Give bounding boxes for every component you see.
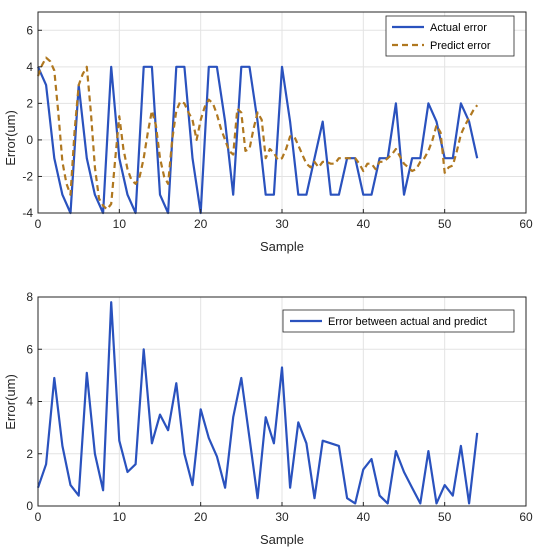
bottom-chart-xtick-label: 40 [357,510,371,524]
top-chart-xtick-label: 20 [194,217,208,231]
top-chart-xlabel: Sample [260,239,304,254]
bottom-chart-series [36,301,479,505]
bottom-chart-legend: Error between actual and predict [282,309,515,333]
bottom-chart-legend-box [282,309,515,333]
bottom-chart-grid [38,297,526,506]
top-chart-xtick-label: 50 [438,217,452,231]
bottom-chart-xlabel: Sample [260,532,304,547]
bottom-chart-ytick-label: 6 [26,342,33,356]
top-chart-xtick-label: 30 [275,217,289,231]
bottom-chart-ytick-label: 4 [26,395,33,409]
top-chart-legend-box [385,15,515,57]
top-chart-xtick-label: 10 [113,217,127,231]
top-chart-xtick-label: 60 [519,217,533,231]
bottom-chart-ylabel: Error(um) [3,374,18,430]
bottom-chart-xtick-label: 0 [35,510,42,524]
top-chart-xtick-label: 40 [357,217,371,231]
top-chart-ytick-label: 2 [26,96,33,110]
top-chart-ytick-label: -4 [22,206,33,220]
legend-diff-label: Error between actual and predict [328,316,487,328]
top-chart-ticks: 0 10 20 30 40 50 60 -4 -2 0 2 4 6 [22,23,533,231]
top-chart-series-predict-line [36,56,479,211]
top-chart-ytick-label: 6 [26,23,33,37]
bottom-chart-ytick-label: 0 [26,499,33,513]
top-chart-series [36,56,479,215]
top-chart-ytick-label: 0 [26,133,33,147]
bottom-chart-ytick-label: 8 [26,290,33,304]
bottom-chart: 0 10 20 30 40 50 60 0 2 4 6 8 Sample Error(um) Erro… [3,290,533,547]
top-chart: 0 10 20 30 40 50 60 -4 -2 0 2 4 6 Sample Error(um) A… [3,11,533,254]
legend-predict-label: Predict error [430,40,491,52]
top-chart-xtick-label: 0 [35,217,42,231]
bottom-chart-ticks: 0 10 20 30 40 50 60 0 2 4 6 8 [26,290,533,524]
top-chart-ytick-label: -2 [22,169,33,183]
top-chart-ytick-label: 4 [26,60,33,74]
top-chart-ylabel: Error(um) [3,110,18,166]
bottom-chart-xtick-label: 50 [438,510,452,524]
bottom-chart-xtick-label: 60 [519,510,533,524]
legend-actual-label: Actual error [430,22,487,34]
bottom-chart-series-difference-line [36,301,479,505]
bottom-chart-ytick-label: 2 [26,447,33,461]
top-chart-legend: Actual error Predict error [385,15,515,57]
bottom-chart-xtick-label: 20 [194,510,208,524]
bottom-chart-xtick-label: 10 [113,510,127,524]
top-chart-series-actual-line [36,65,479,215]
bottom-chart-xtick-label: 30 [275,510,289,524]
